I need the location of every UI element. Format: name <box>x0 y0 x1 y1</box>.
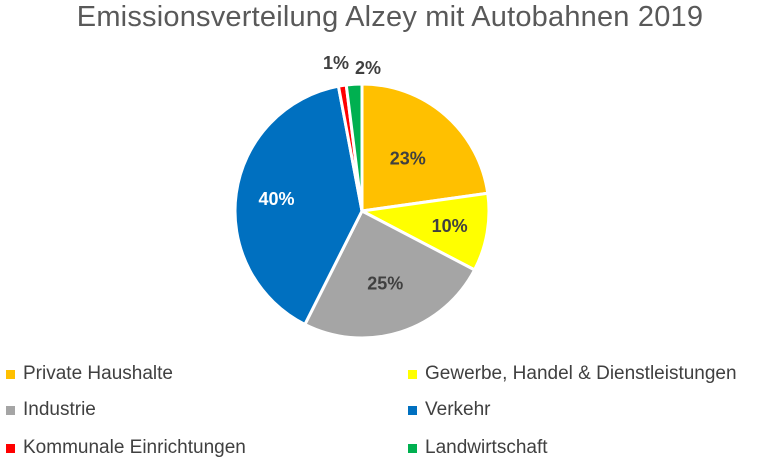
legend-label-private-haushalte: Private Haushalte <box>23 363 173 384</box>
pie-slice-private-haushalte <box>360 82 490 213</box>
data-label-private-haushalte: 23% <box>390 148 426 168</box>
data-label-industrie: 25% <box>367 274 403 294</box>
data-label-landwirtschaft: 2% <box>355 58 381 78</box>
legend-swatch-landwirtschaft <box>408 443 417 453</box>
data-label-kommunale-einrichtungen: 1% <box>323 53 349 73</box>
legend-label-verkehr: Verkehr <box>425 399 491 420</box>
legend-item-landwirtschaft: Landwirtschaft <box>408 436 548 460</box>
legend-swatch-industrie <box>6 405 15 415</box>
legend-item-verkehr: Verkehr <box>408 398 490 422</box>
legend-label-gewerbe: Gewerbe, Handel & Dienstleistungen <box>425 363 737 384</box>
legend-item-private-haushalte: Private Haushalte <box>6 362 173 386</box>
legend-swatch-kommunale-einrichtungen <box>6 443 15 453</box>
legend-swatch-gewerbe <box>408 369 417 379</box>
chart-title: Emissionsverteilung Alzey mit Autobahnen… <box>76 1 704 33</box>
legend-label-kommunale-einrichtungen: Kommunale Einrichtungen <box>23 437 246 458</box>
legend-swatch-verkehr <box>408 405 417 415</box>
legend-label-landwirtschaft: Landwirtschaft <box>425 437 548 458</box>
pie-slice-gewerbe <box>360 191 491 272</box>
legend-item-kommunale-einrichtungen: Kommunale Einrichtungen <box>6 436 246 460</box>
data-label-verkehr: 40% <box>258 189 294 209</box>
pie-slice-verkehr <box>233 84 364 326</box>
pie-slice-landwirtschaft <box>344 82 364 213</box>
legend-label-industrie: Industrie <box>23 399 96 420</box>
legend-item-industrie: Industrie <box>6 398 96 422</box>
data-label-gewerbe: 10% <box>432 216 468 236</box>
legend-item-gewerbe: Gewerbe, Handel & Dienstleistungen <box>408 362 737 386</box>
legend-swatch-private-haushalte <box>6 369 15 379</box>
